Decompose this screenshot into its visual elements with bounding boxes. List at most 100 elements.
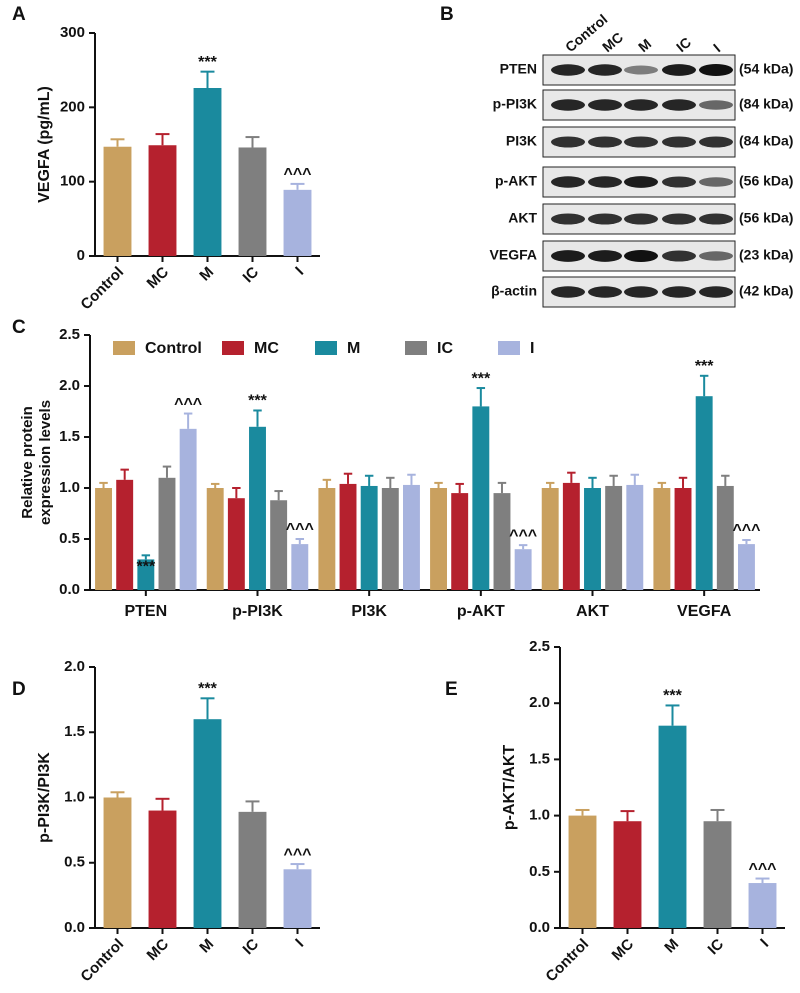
protein-label: β-actin [491, 283, 537, 299]
bar [703, 821, 732, 928]
blot-band [624, 65, 658, 75]
bar [472, 406, 490, 590]
bar [430, 488, 447, 590]
blot-band [699, 177, 733, 187]
legend-swatch [498, 341, 520, 355]
y-tick-label: 1.0 [64, 788, 85, 805]
blot-band [699, 286, 733, 298]
bar [493, 493, 511, 590]
y-axis-label: expression levels [37, 400, 54, 525]
blot-band [699, 213, 733, 225]
bar [137, 559, 155, 590]
panel-label: B [440, 4, 454, 25]
blot-band [624, 250, 658, 262]
error-bar [386, 476, 395, 488]
molecular-weight: (56 kDa) [739, 210, 793, 226]
bar [238, 147, 267, 256]
blot-band [662, 213, 696, 225]
bar [605, 485, 623, 590]
significance-label: ^^^ [509, 527, 537, 544]
y-axis-label: VEGFA (pg/mL) [36, 86, 53, 203]
x-tick-label: I [292, 936, 307, 951]
legend-label: M [347, 340, 360, 357]
error-bar [699, 374, 709, 397]
y-tick-label: 0.0 [529, 919, 550, 936]
blot-band [588, 286, 622, 298]
significance-label: *** [198, 681, 217, 698]
error-bar [620, 810, 635, 822]
y-axis-label: p-AKT/AKT [501, 745, 518, 831]
significance-label: *** [136, 559, 155, 576]
error-bar [295, 538, 305, 545]
significance-label: *** [471, 370, 490, 387]
error-bar [141, 554, 151, 560]
x-tick-label: M [661, 936, 682, 957]
y-tick-label: 300 [60, 24, 85, 41]
error-bar [183, 412, 193, 429]
protein-label: PTEN [500, 61, 537, 77]
bar [360, 485, 378, 590]
molecular-weight: (56 kDa) [739, 173, 793, 189]
bar [626, 484, 644, 590]
blot-band [624, 176, 658, 188]
y-tick-label: 0.5 [64, 854, 85, 871]
bar [381, 488, 399, 590]
molecular-weight: (84 kDa) [739, 133, 793, 149]
blot-band [662, 136, 696, 148]
error-bar [364, 474, 374, 486]
blot-band [588, 213, 622, 225]
error-bar [245, 136, 260, 148]
blot-band [551, 136, 585, 148]
bar [403, 484, 420, 590]
bar [158, 477, 176, 590]
bar [179, 428, 197, 590]
bar [95, 488, 112, 590]
bar [103, 146, 132, 256]
x-tick-label: MC [144, 935, 173, 964]
molecular-weight: (54 kDa) [739, 61, 793, 77]
x-tick-label: Control [542, 936, 592, 986]
y-tick-label: 1.5 [59, 428, 80, 445]
x-tick-label: M [196, 936, 217, 957]
legend-label: MC [254, 340, 279, 357]
error-bar [497, 481, 507, 494]
error-bar [120, 468, 129, 480]
error-bar [630, 473, 640, 485]
blot-band [551, 64, 585, 76]
blot-band [699, 100, 733, 110]
molecular-weight: (84 kDa) [739, 96, 793, 112]
y-tick-label: 0.0 [64, 919, 85, 936]
bar [653, 488, 671, 590]
blot-band [624, 136, 658, 148]
bar [283, 189, 312, 256]
bar [716, 485, 734, 590]
bar [206, 488, 224, 590]
error-bar [290, 182, 305, 190]
significance-label: *** [198, 54, 217, 71]
blot-band [624, 99, 658, 111]
protein-label: p-AKT [495, 173, 537, 189]
error-bar [567, 471, 576, 483]
bar [318, 488, 336, 590]
x-tick-label: PI3K [351, 603, 387, 620]
significance-label: ^^^ [748, 861, 776, 878]
error-bar [678, 476, 688, 488]
bar [193, 719, 222, 928]
blot-band [588, 64, 622, 76]
significance-label: *** [695, 358, 714, 375]
blot-band [662, 250, 696, 262]
bar [193, 88, 222, 256]
legend-swatch [113, 341, 135, 355]
y-tick-label: 1.0 [529, 807, 550, 824]
significance-label: ^^^ [283, 846, 311, 863]
error-bar [155, 133, 170, 146]
y-tick-label: 2.0 [59, 377, 80, 394]
y-tick-label: 200 [60, 98, 85, 115]
blot-band [588, 250, 622, 262]
bar [568, 815, 597, 928]
error-bar [110, 138, 125, 147]
y-tick-label: 2.0 [64, 658, 85, 675]
significance-label: ^^^ [174, 396, 202, 413]
x-tick-label: I [292, 264, 307, 279]
y-axis-label: Relative protein [19, 406, 36, 519]
